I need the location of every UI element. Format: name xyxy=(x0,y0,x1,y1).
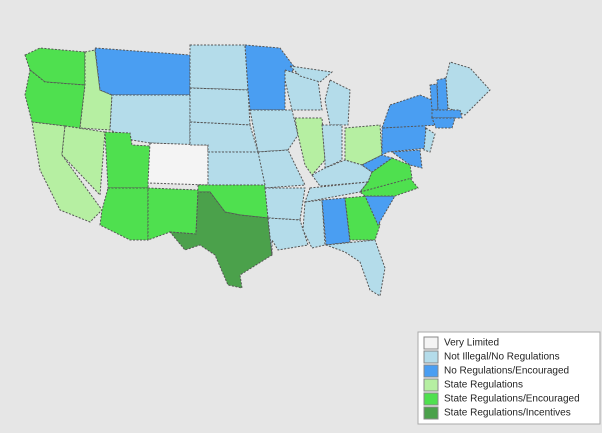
legend-label: No Regulations/Encouraged xyxy=(444,366,569,377)
legend-swatch xyxy=(423,350,439,364)
state xyxy=(321,197,351,246)
state xyxy=(31,121,103,223)
legend-label: State Regulations/Encouraged xyxy=(444,394,580,405)
state xyxy=(390,149,423,169)
state xyxy=(325,239,386,297)
legend-label: State Regulations xyxy=(444,380,523,391)
legend: Very Limited Not Illegal/No Regulations No… xyxy=(423,336,580,420)
legend-swatch xyxy=(423,336,439,350)
state xyxy=(324,79,351,126)
legend-swatch xyxy=(423,406,439,420)
state xyxy=(436,77,449,111)
state xyxy=(431,109,463,119)
state xyxy=(257,149,306,189)
state xyxy=(423,127,436,153)
legend-swatch xyxy=(423,364,439,378)
legend-label: Very Limited xyxy=(444,338,499,349)
state xyxy=(189,87,251,126)
state xyxy=(61,125,106,197)
legend-swatch xyxy=(423,378,439,392)
state xyxy=(267,217,309,256)
state xyxy=(94,47,191,96)
state xyxy=(429,83,439,111)
legend-label: State Regulations/Incentives xyxy=(444,408,571,419)
state xyxy=(358,157,413,193)
state xyxy=(249,109,299,153)
state xyxy=(147,187,199,241)
state xyxy=(244,44,296,111)
legend-label: Not Illegal/No Regulations xyxy=(444,352,560,363)
state xyxy=(302,199,326,249)
state xyxy=(431,117,456,129)
state xyxy=(361,154,394,173)
legend-box xyxy=(417,331,601,425)
legend-swatch xyxy=(423,392,439,406)
state xyxy=(147,142,209,186)
state xyxy=(264,187,306,221)
state xyxy=(189,44,249,91)
states xyxy=(24,44,491,297)
state xyxy=(344,124,383,166)
state xyxy=(288,65,334,83)
state xyxy=(445,61,491,116)
state xyxy=(321,124,343,169)
state xyxy=(207,151,266,186)
